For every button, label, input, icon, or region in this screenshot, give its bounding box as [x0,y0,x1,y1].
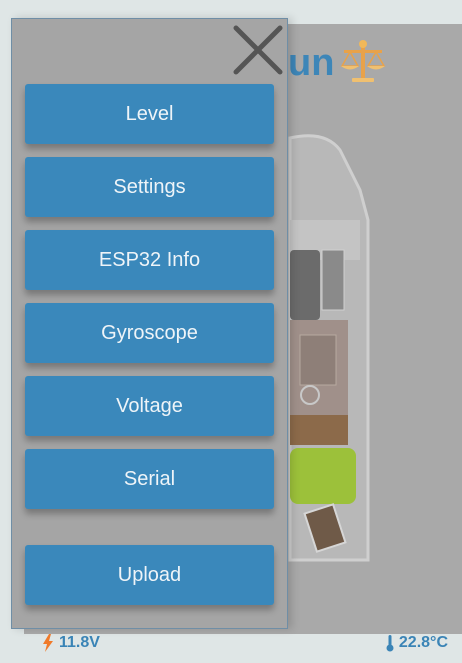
temperature-value: 22.8°C [398,634,448,651]
menu-button-serial[interactable]: Serial [25,449,274,509]
close-icon[interactable] [230,22,286,78]
temperature-readout: 22.8°C [386,634,448,652]
menu-button-level[interactable]: Level [25,84,274,144]
voltage-value: 11.8V [59,634,100,651]
status-bar: 11.8V 22.8°C [0,630,462,663]
menu-button-esp32-info[interactable]: ESP32 Info [25,230,274,290]
thermometer-icon [386,635,394,652]
menu-button-upload[interactable]: Upload [25,545,274,605]
van-floorplan-image [288,134,370,562]
voltage-readout: 11.8V [42,634,100,652]
menu-button-gyroscope[interactable]: Gyroscope [25,303,274,363]
app-title: un [288,42,335,84]
scale-icon [340,40,386,82]
menu-button-voltage[interactable]: Voltage [25,376,274,436]
menu-button-settings[interactable]: Settings [25,157,274,217]
lightning-icon [43,634,53,652]
